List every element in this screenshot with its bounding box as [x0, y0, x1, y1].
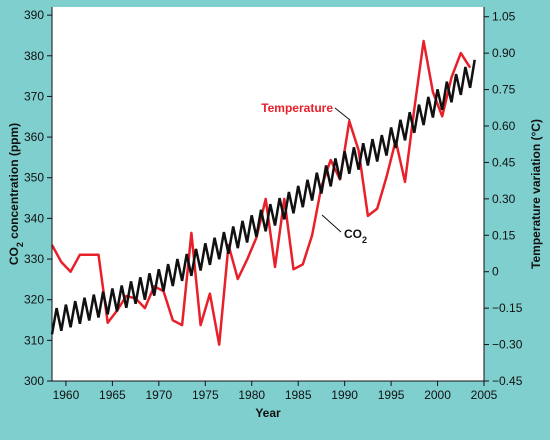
plot-area — [52, 7, 484, 381]
y-left-tick-label: 300 — [24, 374, 44, 388]
y-left-tick-label: 390 — [24, 8, 44, 22]
y-right-tick-label: 0.90 — [492, 46, 516, 60]
temperature-series — [50, 39, 472, 346]
x-tick-label: 2000 — [424, 388, 451, 402]
y-right-tick-label: 0.15 — [492, 228, 516, 242]
y-left-tick-label: 370 — [24, 89, 44, 103]
x-tick-label: 1985 — [285, 388, 312, 402]
y-axis-right-title: Temperature variation (°C) — [529, 119, 543, 269]
x-tick-label: 1980 — [238, 388, 265, 402]
y-left-tick-label: 320 — [24, 293, 44, 307]
co2-annotation-leader — [321, 214, 342, 233]
x-tick-label: 1990 — [331, 388, 358, 402]
axes-frame — [51, 7, 485, 382]
co2-series — [50, 59, 476, 335]
y-right-tick-label: −0.15 — [492, 301, 523, 315]
co2-annotation: CO2 — [344, 227, 367, 245]
x-tick-label: 2005 — [471, 388, 498, 402]
x-tick-label: 1995 — [378, 388, 405, 402]
y-left-tick-label: 330 — [24, 252, 44, 266]
y-left-tick-label: 350 — [24, 171, 44, 185]
y-left-tick-label: 310 — [24, 333, 44, 347]
x-tick-label: 1965 — [99, 388, 126, 402]
x-tick-label: 1960 — [53, 388, 80, 402]
y-left-tick-label: 380 — [24, 49, 44, 63]
y-right-tick-label: 0.30 — [492, 192, 516, 206]
x-tick-label: 1970 — [145, 388, 172, 402]
y-right-tick-label: 0.45 — [492, 155, 516, 169]
y-axis-left-title: CO2 concentration (ppm) — [7, 123, 25, 265]
axis-ticks: 1960 1965 1970 1975 1980 1985 1990 1995 2000 2005… — [24, 8, 523, 402]
co2-line — [50, 59, 476, 335]
x-axis-title: Year — [255, 406, 281, 420]
temperature-annotation-leader — [334, 107, 351, 121]
y-right-tick-label: 0 — [492, 265, 499, 279]
y-right-tick-label: 1.05 — [492, 10, 516, 24]
y-left-tick-label: 360 — [24, 130, 44, 144]
x-tick-label: 1975 — [192, 388, 219, 402]
temperature-annotation: Temperature — [261, 101, 333, 115]
y-right-tick-label: 0.75 — [492, 83, 516, 97]
temperature-line — [50, 39, 472, 346]
y-right-tick-label: 0.60 — [492, 119, 516, 133]
y-right-tick-label: −0.30 — [492, 338, 523, 352]
y-right-tick-label: −0.45 — [492, 374, 523, 388]
y-left-tick-label: 340 — [24, 211, 44, 225]
